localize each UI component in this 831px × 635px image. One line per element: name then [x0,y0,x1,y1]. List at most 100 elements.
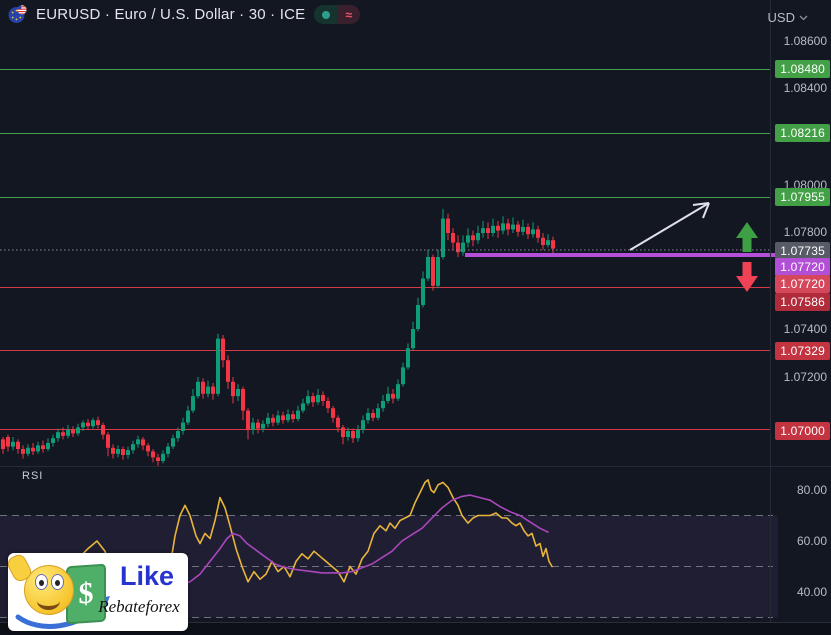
watermark-subtitle: Rebateforex [98,597,180,616]
candle-body [351,431,355,439]
rsi-pane-divider[interactable] [0,466,831,467]
candle-body [551,240,555,249]
candle-body [6,437,10,447]
candle-body [191,396,195,411]
candle-body [376,408,380,418]
candle-body [496,225,500,231]
candle-body [306,396,310,404]
candle-body [21,449,25,454]
price-axis-label: 1.08400 [783,81,827,95]
candle-body [476,233,480,241]
candle-body [166,446,170,454]
candle-body [271,417,275,423]
price-axis-badge: 1.07720 [775,275,830,293]
candle-body [41,445,45,449]
down-arrow-drawing[interactable] [736,262,758,292]
candle-body [341,427,345,437]
candle-body [506,223,510,230]
candle-body [436,257,440,286]
time-axis[interactable] [0,623,831,635]
candle-body [491,225,495,233]
candle-body [451,233,455,243]
watermark-title: Like [119,561,175,591]
currency-selector[interactable]: USD [768,10,808,25]
candle-body [101,425,105,435]
candle-body [66,429,70,436]
candle-body [421,278,425,305]
trend-arrow-head [702,202,710,219]
price-axis-badge: 1.08216 [775,124,830,142]
candle-body [221,338,225,361]
market-open-dot-icon [321,10,330,19]
candle-body [526,227,530,235]
up-arrow-drawing[interactable] [736,222,758,252]
candle-body [301,403,305,411]
trend-arrow-drawing[interactable] [629,202,710,251]
price-axis-badge: 1.07586 [775,293,830,311]
candle-body [71,429,75,434]
candle-body [416,305,420,329]
delayed-data-approx-icon: ≈ [345,7,353,22]
candle-body [261,423,265,429]
candle-body [231,381,235,397]
candle-body [396,384,400,399]
candle-body [171,438,175,447]
candle-body [291,414,295,419]
candle-body [136,439,140,445]
candle-body [126,450,130,455]
candle-body [31,447,35,452]
trend-arrow-head [692,202,710,206]
candle-body [541,237,545,245]
rsi-axis-label: 40.00 [796,585,827,599]
candle-body [321,395,325,401]
candle-body [176,431,180,439]
candle-body [386,393,390,401]
candle-body [91,420,95,427]
rsi-ma-line [149,494,549,598]
candle-body [316,395,320,403]
price-axis-label: 1.07200 [783,370,827,384]
candle-body [381,401,385,409]
watermark-logo: $ Like Rebateforex [8,553,188,631]
candle-body [211,386,215,394]
candle-body [296,410,300,419]
candle-body [56,432,60,439]
candle-body [236,389,240,397]
time-axis-divider [0,622,831,623]
candle-body [216,338,220,394]
candle-body [471,235,475,241]
candle-body [226,360,230,382]
candle-body [86,422,90,427]
candle-body [401,367,405,385]
candle-body [181,422,185,431]
candle-body [151,451,155,458]
main-chart-canvas[interactable] [0,0,831,622]
candle-body [196,381,200,397]
candle-body [531,229,535,235]
price-axis-badge: 1.07000 [775,422,830,440]
price-axis-badge: 1.07720 [775,258,830,276]
candle-body [246,410,250,430]
candle-body [391,393,395,399]
candle-body [446,218,450,233]
candle-body [256,422,260,429]
rsi-indicator-label[interactable]: RSI [22,470,44,482]
symbol-title[interactable]: EURUSD · Euro / U.S. Dollar · 30 · ICE [36,6,306,23]
candle-body [346,431,350,437]
market-status-pill[interactable]: ≈ [314,5,361,24]
candle-body [266,417,270,424]
candle-body [431,257,435,286]
candle-body [141,439,145,446]
candle-body [486,228,490,233]
candle-body [46,443,50,449]
candle-body [251,422,255,430]
candle-body [76,427,80,434]
candle-body [106,434,110,448]
candle-body [11,441,15,447]
price-axis-label: 1.07400 [783,322,827,336]
thumbs-up-smiley-icon [24,565,74,615]
candle-body [406,348,410,368]
candle-body [371,413,375,418]
candle-body [336,417,340,428]
